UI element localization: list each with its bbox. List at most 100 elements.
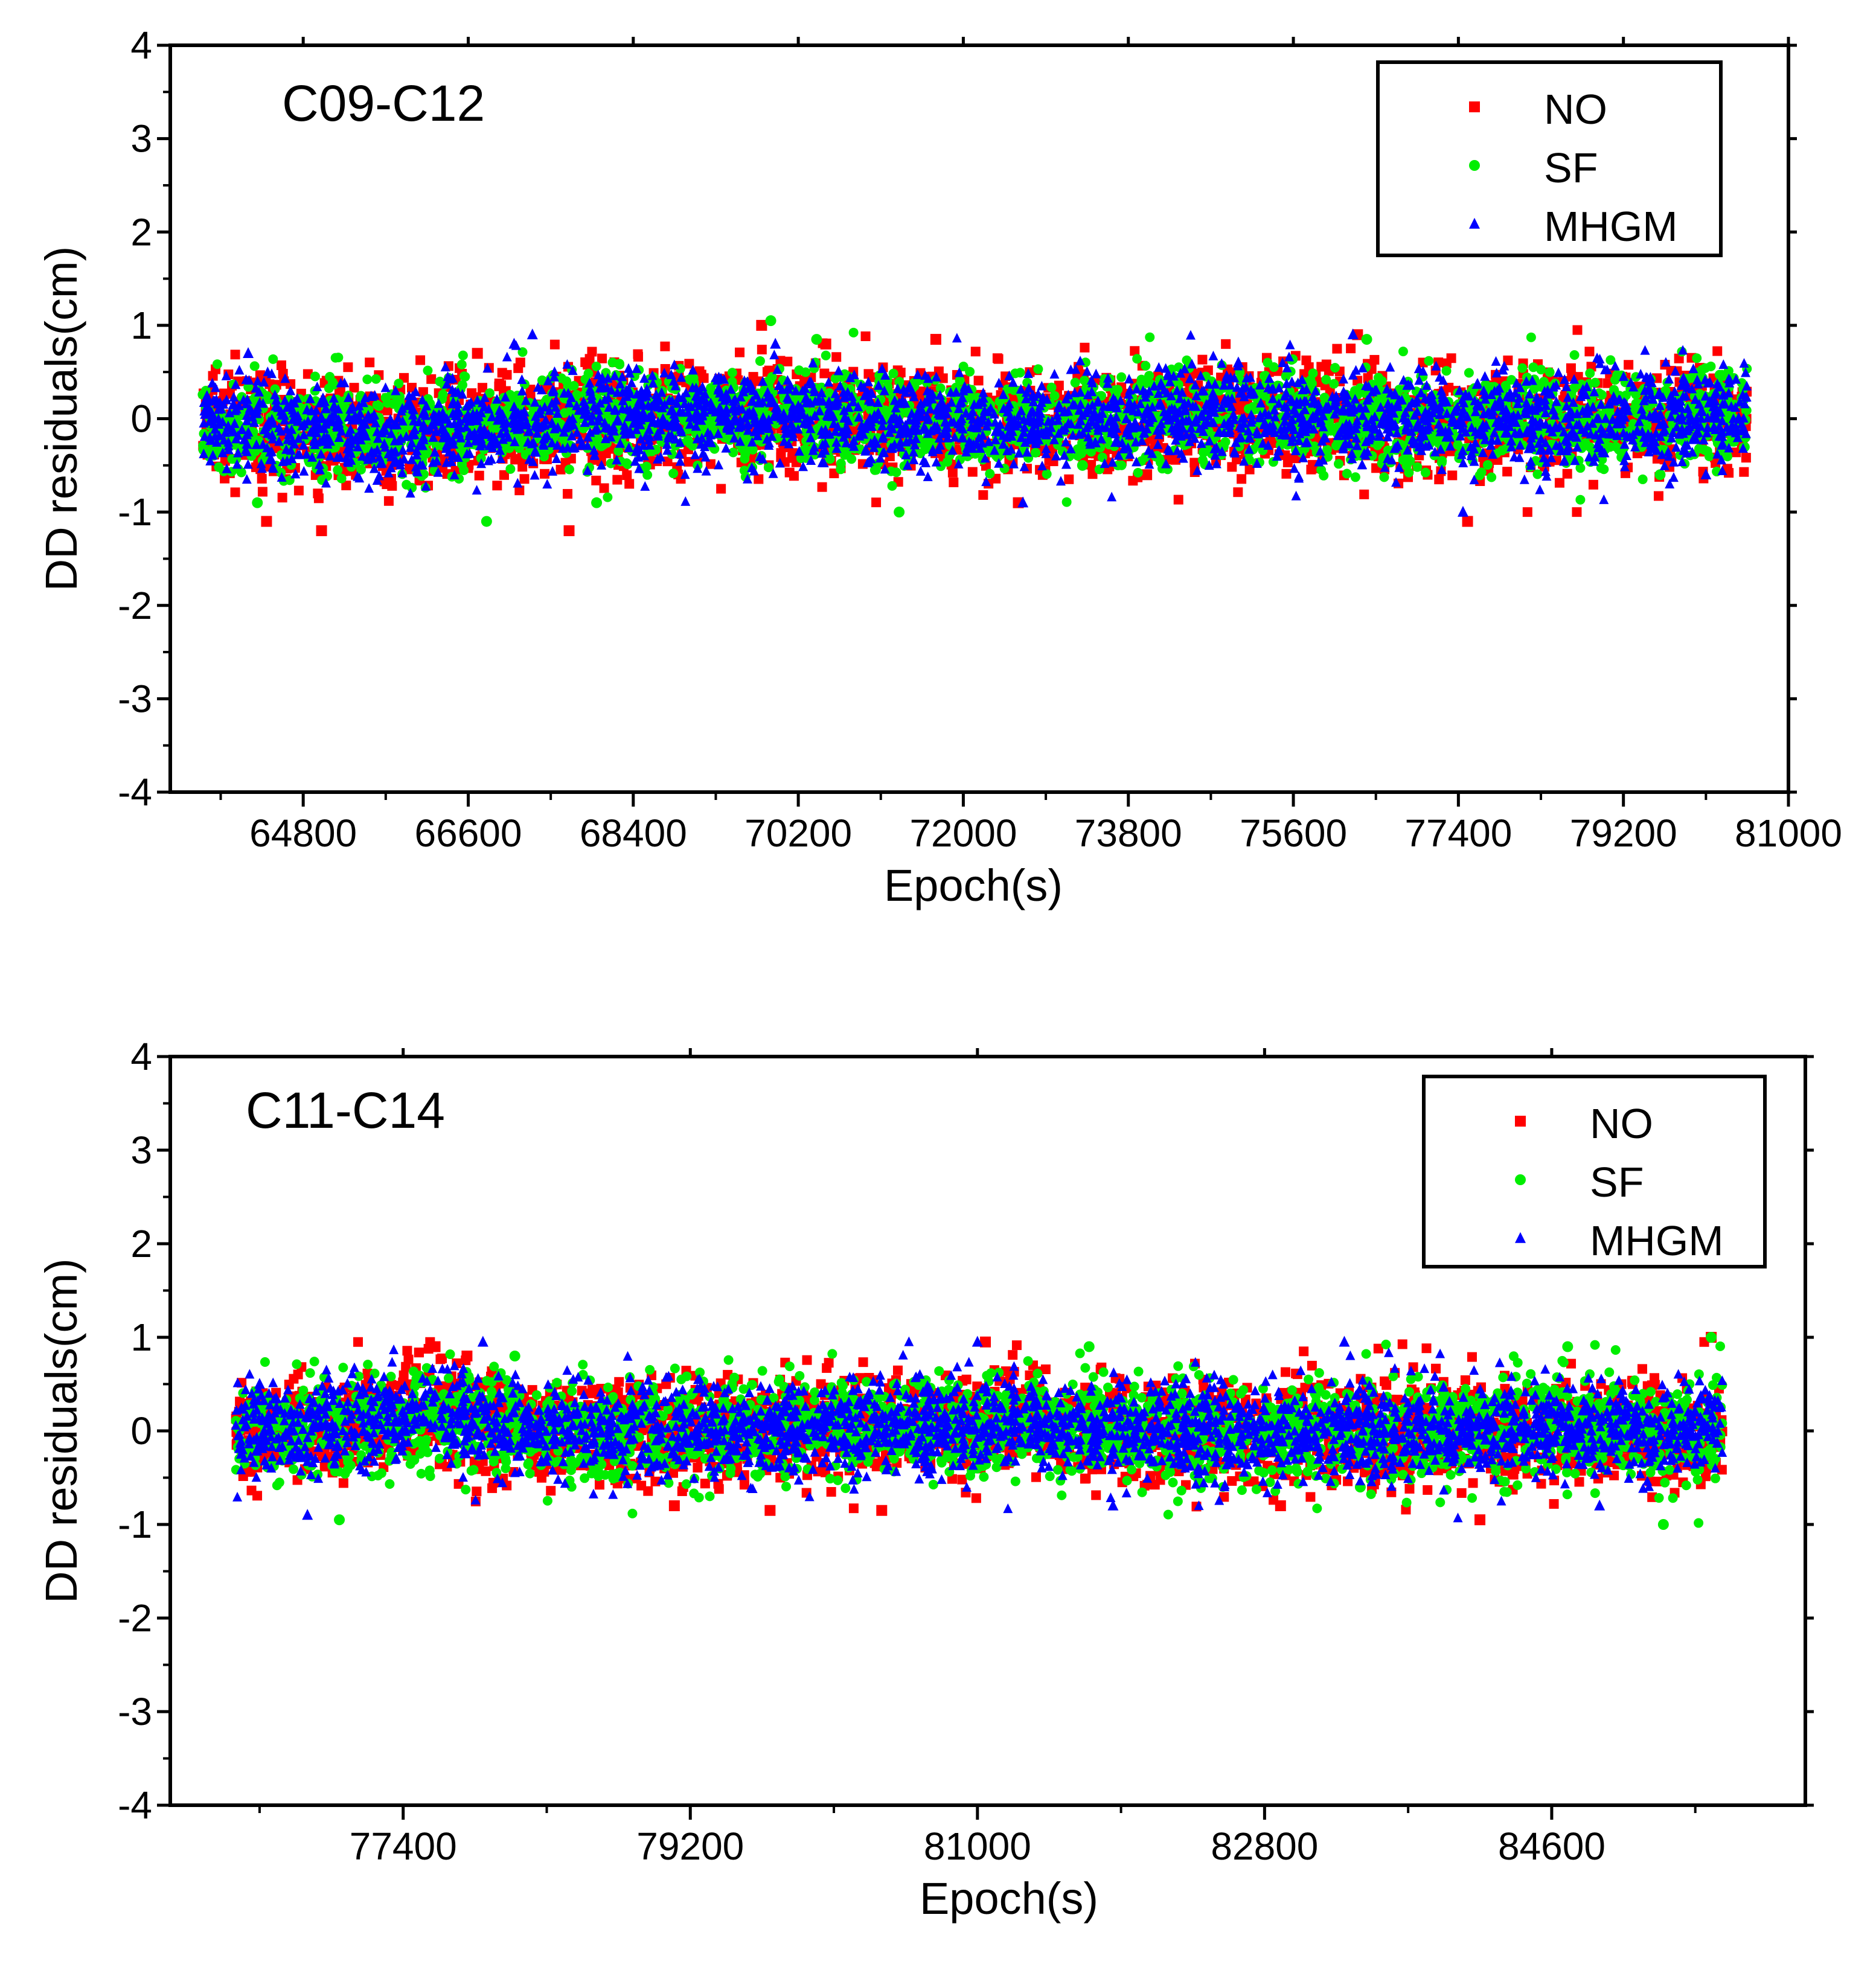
data-point-sf xyxy=(1132,354,1142,364)
data-point-sf xyxy=(1398,347,1408,357)
data-point-sf xyxy=(212,359,222,369)
data-point-sf xyxy=(1404,467,1414,478)
data-point-sf xyxy=(1637,474,1648,484)
data-point-no xyxy=(817,482,827,492)
data-point-sf xyxy=(943,457,953,467)
data-point-no xyxy=(1434,475,1444,485)
data-point-sf xyxy=(686,375,696,385)
data-point-no xyxy=(860,331,871,341)
data-point-no xyxy=(949,477,959,487)
data-point-no xyxy=(716,484,726,494)
data-point-sf xyxy=(894,377,904,387)
data-point-no xyxy=(515,357,525,368)
data-point-sf xyxy=(388,399,399,409)
data-point-no xyxy=(478,383,488,393)
data-point-sf xyxy=(1420,467,1430,478)
data-point-sf xyxy=(569,381,579,391)
data-point-no xyxy=(624,479,635,489)
data-point-no xyxy=(510,454,520,464)
data-point-no xyxy=(343,362,353,373)
data-point-sf xyxy=(336,473,347,484)
data-point-sf xyxy=(1585,368,1595,379)
data-point-sf xyxy=(668,469,679,479)
data-point-no xyxy=(1346,344,1356,354)
data-point-no xyxy=(597,353,607,363)
data-point-sf xyxy=(1049,391,1060,401)
data-point-sf xyxy=(705,420,715,430)
data-point-no xyxy=(1588,479,1598,490)
data-point-no xyxy=(1741,453,1751,463)
data-point-no xyxy=(1064,474,1074,484)
data-point-sf xyxy=(1517,363,1528,373)
data-point-no xyxy=(591,475,601,485)
data-point-no xyxy=(1281,469,1292,479)
data-point-sf xyxy=(836,464,846,475)
data-point-sf xyxy=(603,492,613,502)
data-point-sf xyxy=(1342,469,1352,479)
data-point-sf xyxy=(1334,459,1344,469)
data-point-no xyxy=(383,496,394,506)
data-point-no xyxy=(497,368,507,378)
data-point-sf xyxy=(268,354,278,364)
data-point-sf xyxy=(380,392,391,403)
data-point-no xyxy=(540,469,550,479)
data-point-no xyxy=(1080,342,1090,353)
data-point-no xyxy=(1233,487,1243,497)
data-point-sf xyxy=(333,353,344,363)
data-point-sf xyxy=(1022,377,1032,388)
data-point-no xyxy=(1554,478,1564,488)
data-point-sf xyxy=(727,368,737,378)
data-point-no xyxy=(1332,344,1342,354)
data-point-sf xyxy=(848,327,859,337)
data-point-sf xyxy=(1033,364,1043,374)
data-point-sf xyxy=(614,359,624,369)
data-point-no xyxy=(1653,491,1663,501)
data-point-sf xyxy=(1070,377,1080,388)
data-point-no xyxy=(261,516,272,527)
data-point-sf xyxy=(1220,437,1231,447)
data-point-no xyxy=(277,493,287,503)
data-point-no xyxy=(563,488,573,499)
data-point-sf xyxy=(1702,446,1712,456)
data-point-sf xyxy=(1377,376,1387,386)
data-point-no xyxy=(978,490,988,500)
data-point-sf xyxy=(1379,472,1389,482)
data-point-no xyxy=(612,475,623,485)
data-point-sf xyxy=(372,400,382,410)
data-point-no xyxy=(930,334,941,345)
data-point-no xyxy=(1551,455,1561,465)
data-point-sf xyxy=(1015,368,1025,378)
data-point-no xyxy=(1237,474,1247,484)
data-point-no xyxy=(683,456,694,467)
data-point-no xyxy=(474,470,484,481)
data-point-sf xyxy=(362,374,373,385)
data-point-no xyxy=(293,485,304,496)
data-point-sf xyxy=(1526,332,1536,342)
data-point-sf xyxy=(1061,497,1072,507)
data-point-sf xyxy=(1136,374,1147,385)
data-point-sf xyxy=(1692,353,1702,363)
data-point-sf xyxy=(1528,362,1538,373)
data-point-no xyxy=(662,456,673,467)
data-point-sf xyxy=(794,365,804,376)
data-point-sf xyxy=(1133,467,1143,478)
data-point-no xyxy=(230,487,240,497)
data-point-sf xyxy=(310,371,320,382)
data-point-sf xyxy=(985,469,995,479)
data-point-sf xyxy=(685,438,695,449)
data-point-sf xyxy=(1350,472,1360,482)
data-point-no xyxy=(514,485,525,496)
data-point-no xyxy=(1227,462,1237,472)
data-point-sf xyxy=(621,458,632,469)
data-point-no xyxy=(633,349,643,359)
data-point-sf xyxy=(840,450,850,460)
data-point-sf xyxy=(1482,460,1493,470)
data-point-no xyxy=(426,374,437,384)
data-point-sf xyxy=(1424,356,1434,366)
data-point-no xyxy=(1197,354,1208,365)
data-point-no xyxy=(1128,476,1138,486)
data-point-no xyxy=(549,339,560,350)
data-point-no xyxy=(967,467,978,477)
data-point-no xyxy=(1566,363,1576,373)
